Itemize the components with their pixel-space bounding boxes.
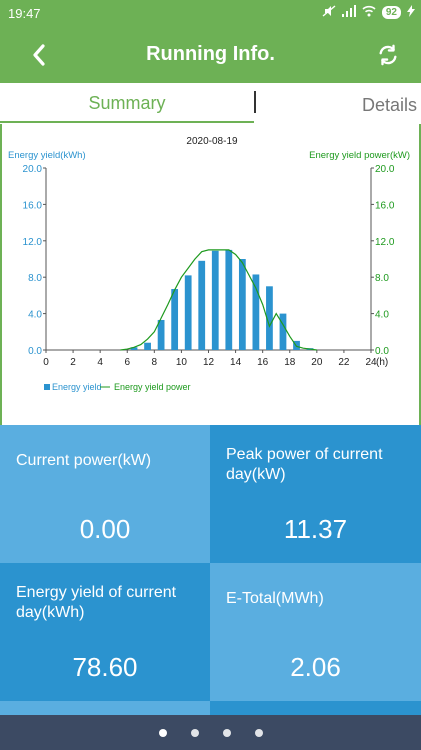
- peak-power-label: Peak power of current day(kW): [226, 446, 383, 483]
- back-button[interactable]: [24, 40, 54, 70]
- page-dot[interactable]: [222, 728, 231, 737]
- y-tick-label-left: 16.0: [23, 200, 43, 211]
- page-title: Running Info.: [146, 43, 275, 65]
- y-tick-label-left: 8.0: [28, 273, 42, 284]
- x-unit-label: (h): [376, 357, 388, 368]
- y-tick-label-right: 4.0: [375, 310, 389, 321]
- signal-icon: [341, 5, 356, 20]
- current-power-value: 0.00: [79, 514, 131, 544]
- energy-yield-bar: [252, 274, 260, 350]
- x-tick-label: 4: [97, 357, 103, 368]
- next-tile-strip: [0, 701, 210, 715]
- x-tick-label: 8: [152, 357, 158, 368]
- mute-icon: [322, 5, 336, 20]
- y-tick-label-left: 0.0: [28, 346, 42, 357]
- y-tick-label-right: 20.0: [375, 164, 395, 175]
- x-tick-label: 12: [203, 357, 215, 368]
- daily-yield-label: Energy yield of current day(kWh): [16, 584, 177, 621]
- tab-details[interactable]: Details: [361, 95, 417, 115]
- chart-title: 2020-08-19: [186, 136, 238, 147]
- chevron-left-icon: [33, 44, 45, 66]
- daily-yield-tile: Energy yield of current day(kWh) 78.60: [0, 563, 210, 701]
- energy-yield-bar: [144, 342, 151, 350]
- e-total-label: E-Total(MWh): [226, 590, 324, 607]
- next-tile-strip: [210, 701, 421, 715]
- y-tick-label-right: 0.0: [375, 346, 389, 357]
- x-tick-label: 16: [257, 357, 269, 368]
- x-tick-label: 20: [311, 357, 323, 368]
- right-axis-label: Energy yield power(kW): [309, 150, 410, 161]
- legend-energy-yield: Energy yield: [52, 382, 102, 392]
- app-header: Running Info.: [0, 28, 421, 83]
- tab-bar: Summary Details: [0, 83, 421, 123]
- page-dot[interactable]: [254, 728, 263, 737]
- energy-yield-bar: [171, 289, 179, 350]
- energy-yield-bar: [266, 286, 273, 350]
- peak-power-value: 11.37: [283, 514, 348, 544]
- energy-yield-bar: [184, 275, 192, 350]
- x-tick-label: 10: [176, 357, 188, 368]
- y-tick-label-left: 20.0: [23, 164, 43, 175]
- x-tick-label: 0: [43, 357, 49, 368]
- energy-yield-bar: [130, 347, 138, 350]
- e-total-tile: E-Total(MWh) 2.06: [210, 563, 421, 701]
- energy-chart-panel: 2020-08-19 Energy yield(kWh) Energy yield …: [0, 124, 421, 426]
- left-axis-label: Energy yield(kWh): [8, 150, 86, 161]
- status-bar: 19:47 92: [0, 0, 421, 28]
- page-indicator: [0, 715, 421, 750]
- page-dot[interactable]: [190, 728, 199, 737]
- wifi-icon: [362, 5, 376, 20]
- x-tick-label: 14: [230, 357, 242, 368]
- current-power-label: Current power(kW): [16, 452, 152, 469]
- current-power-tile: Current power(kW) 0.00: [0, 425, 210, 563]
- legend-energy-power: Energy yield power: [114, 382, 191, 392]
- tab-summary[interactable]: Summary: [0, 83, 254, 123]
- energy-yield-bar: [211, 250, 219, 350]
- status-time: 19:47: [8, 6, 41, 21]
- energy-chart: 2020-08-19 Energy yield(kWh) Energy yield …: [8, 136, 410, 392]
- energy-yield-bar: [238, 259, 246, 350]
- energy-power-line: [120, 249, 317, 351]
- peak-power-tile: Peak power of current day(kW) 11.37: [210, 425, 421, 563]
- e-total-value: 2.06: [290, 652, 341, 682]
- legend-bar-swatch: [44, 384, 50, 390]
- x-tick-label: 22: [338, 357, 350, 368]
- energy-yield-bar: [225, 249, 233, 350]
- energy-yield-bar: [198, 260, 206, 350]
- charging-icon: [407, 5, 415, 20]
- refresh-button[interactable]: [373, 40, 403, 70]
- energy-yield-bar: [279, 313, 287, 350]
- page-dot[interactable]: [158, 728, 167, 737]
- y-tick-label-left: 4.0: [28, 310, 42, 321]
- energy-yield-bar: [157, 319, 165, 350]
- tab-divider: [254, 91, 256, 113]
- y-tick-label-right: 12.0: [375, 237, 395, 248]
- x-tick-label: 24: [365, 357, 377, 368]
- y-tick-label-left: 12.0: [23, 237, 43, 248]
- daily-yield-value: 78.60: [72, 652, 138, 682]
- refresh-icon: [379, 44, 397, 66]
- status-icons: 92: [322, 5, 415, 20]
- y-tick-label-right: 8.0: [375, 273, 389, 284]
- battery-level: 92: [381, 6, 401, 19]
- x-tick-label: 2: [70, 357, 76, 368]
- y-tick-label-right: 16.0: [375, 200, 395, 211]
- x-tick-label: 18: [284, 357, 296, 368]
- x-tick-label: 6: [124, 357, 130, 368]
